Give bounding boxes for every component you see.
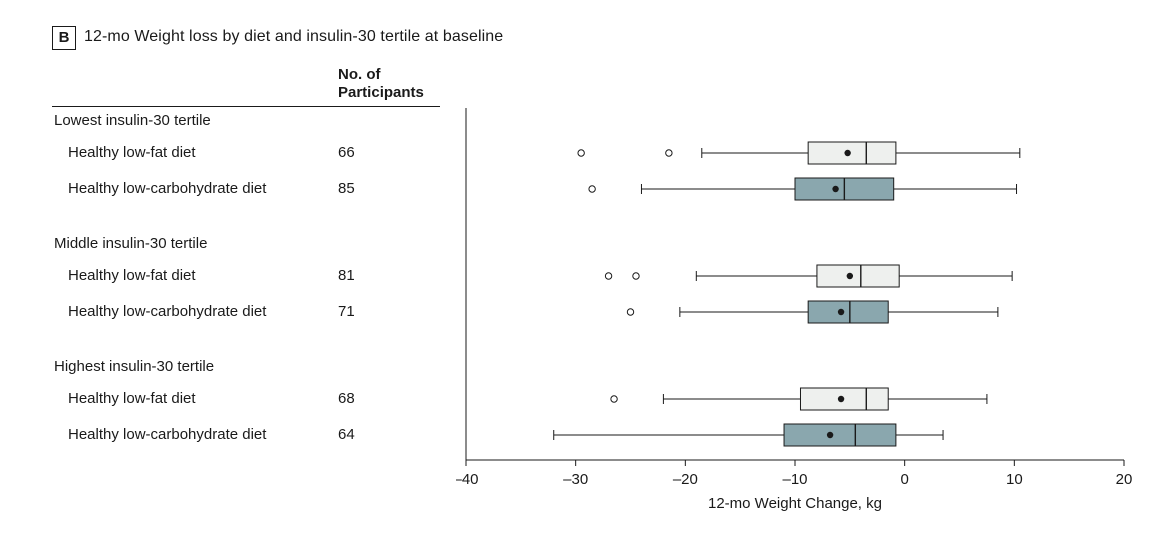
group-header: Middle insulin-30 tertile	[54, 235, 207, 252]
svg-text:–10: –10	[782, 471, 807, 488]
row-label: Healthy low-carbohydrate diet	[54, 303, 266, 320]
svg-text:–40: –40	[456, 471, 479, 488]
table-header-rule	[52, 106, 440, 107]
row-label: Healthy low-carbohydrate diet	[54, 426, 266, 443]
row-n: 81	[338, 267, 355, 284]
column-header-n: No. of Participants	[338, 66, 424, 102]
row-n: 66	[338, 144, 355, 161]
boxplot-chart: –40 –30 –20 –10 0 10 20 12-mo Weight Change, kg	[456, 90, 1136, 520]
row-label: Healthy low-carbohydrate diet	[54, 180, 266, 197]
row-n: 64	[338, 426, 355, 443]
figure-panel: B 12-mo Weight loss by diet and insulin-…	[0, 0, 1176, 549]
svg-text:0: 0	[900, 471, 908, 488]
group-header: Highest insulin-30 tertile	[54, 358, 214, 375]
row-label: Healthy low-fat diet	[54, 267, 196, 284]
group-header: Lowest insulin-30 tertile	[54, 112, 211, 129]
row-label: Healthy low-fat diet	[54, 144, 196, 161]
svg-text:20: 20	[1116, 471, 1133, 488]
panel-title: 12-mo Weight loss by diet and insulin-30…	[84, 28, 503, 46]
row-n: 85	[338, 180, 355, 197]
row-label: Healthy low-fat diet	[54, 390, 196, 407]
svg-text:–30: –30	[563, 471, 588, 488]
panel-badge: B	[52, 26, 76, 50]
row-n: 71	[338, 303, 355, 320]
svg-text:10: 10	[1006, 471, 1023, 488]
svg-text:–20: –20	[673, 471, 698, 488]
row-n: 68	[338, 390, 355, 407]
x-axis-label: 12-mo Weight Change, kg	[708, 495, 882, 512]
